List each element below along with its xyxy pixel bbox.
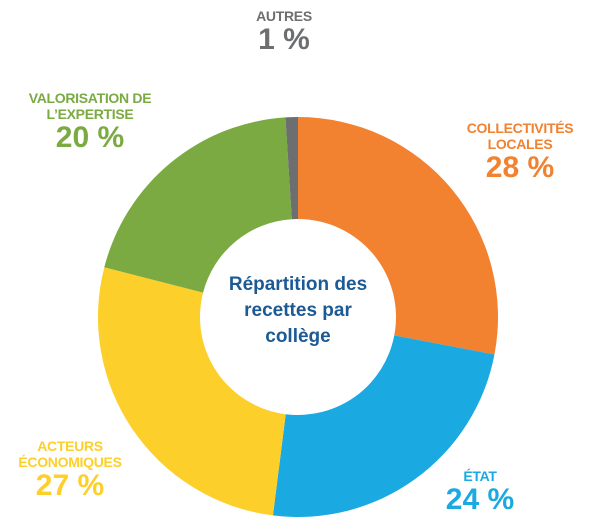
chart-title: Répartition des recettes par collège [228,274,368,347]
slice [298,117,499,355]
value-label: 28 % [485,151,555,184]
slice [98,267,286,516]
value-label: 24 % [445,483,515,516]
category-label: VALORISATION DE L’EXPERTISE [28,90,152,122]
slice [285,117,298,220]
slice-label: ÉTAT 24 % [420,468,540,516]
slice [104,117,292,293]
slice-label: VALORISATION DE L’EXPERTISE 20 % [20,90,160,154]
category-label: ÉTAT [463,468,497,484]
category-label: ACTEURS ÉCONOMIQUES [18,438,122,470]
category-label: AUTRES [256,8,312,24]
slice-label: ACTEURS ÉCONOMIQUES 27 % [0,438,140,502]
slice-label: COLLECTIVITÉS LOCALES 28 % [455,120,585,184]
slice-label: AUTRES 1 % [224,8,344,56]
value-label: 20 % [55,121,125,154]
category-label: COLLECTIVITÉS LOCALES [466,120,574,152]
value-label: 27 % [35,469,105,502]
value-label: 1 % [258,23,310,56]
slice [272,335,495,517]
